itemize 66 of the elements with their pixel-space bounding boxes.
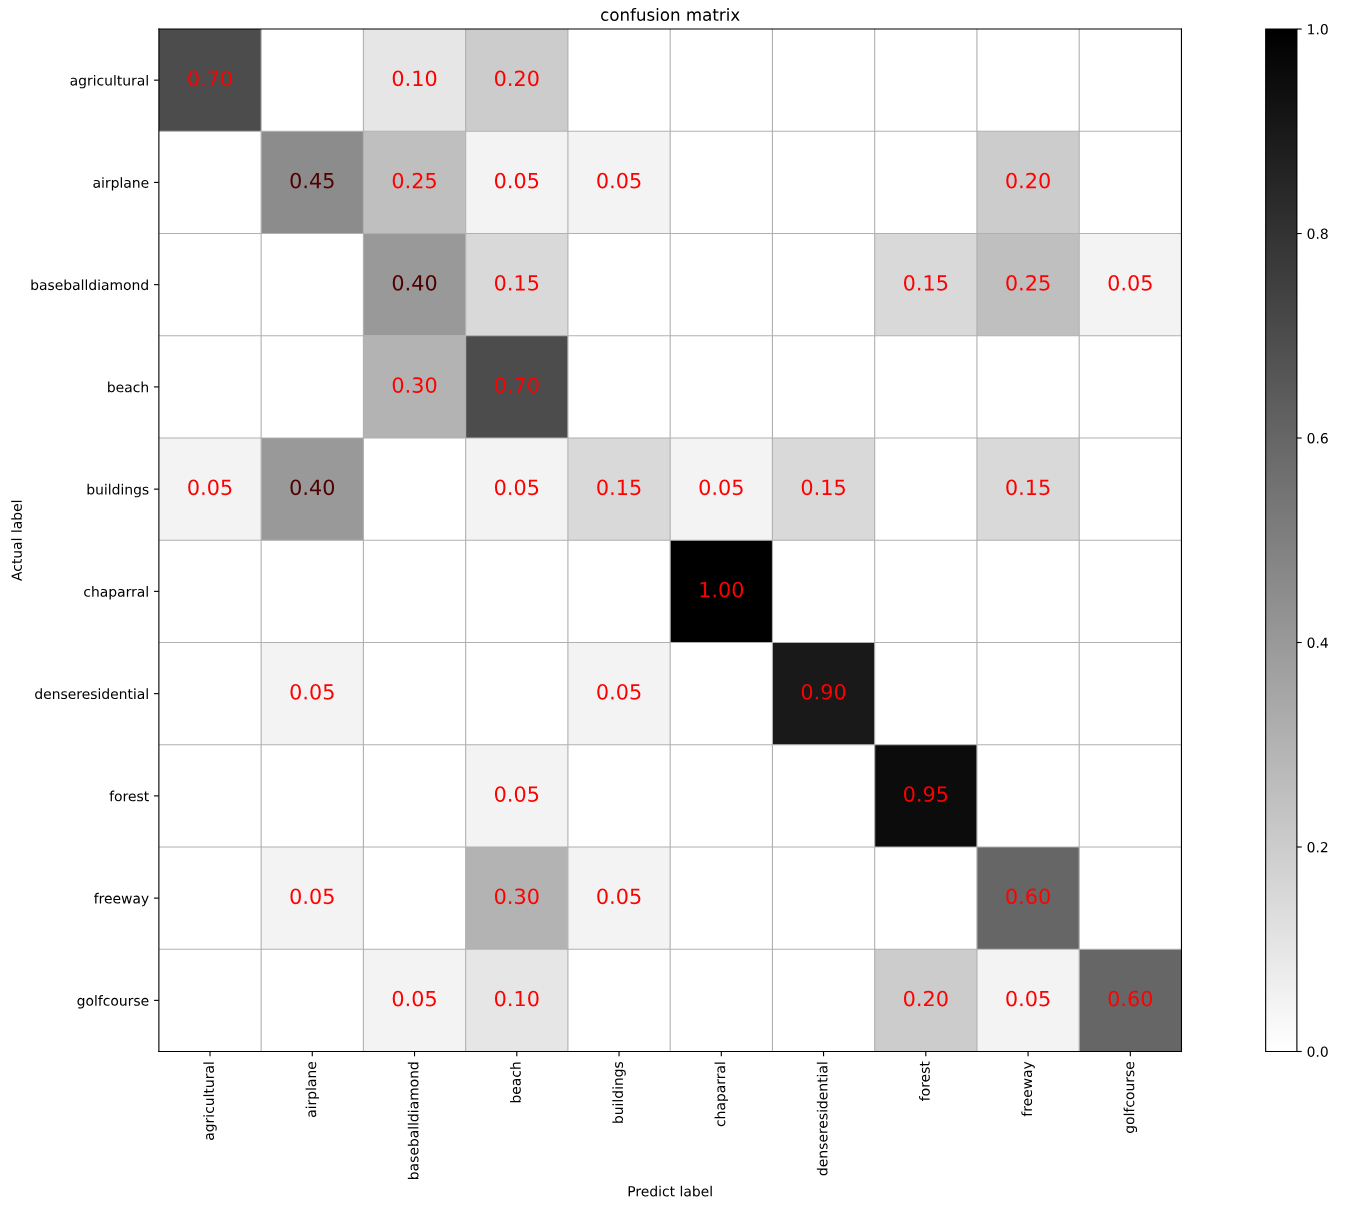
x-tick-label: buildings (612, 1061, 626, 1123)
color-bar-label: 0.2 (1307, 841, 1328, 853)
data-label: 0.95 (904, 786, 948, 802)
data-label: 0.60 (1108, 990, 1153, 1007)
data-label: 0.60 (1006, 888, 1050, 905)
x-tick-label: forest (919, 1061, 930, 1101)
data-label: 0.05 (290, 888, 334, 905)
x-axis-title: Predict label (628, 1185, 712, 1197)
data-label: 0.20 (1006, 172, 1050, 189)
chart-title: confusion matrix (601, 8, 740, 21)
y-tick-label: airplane (93, 177, 149, 191)
data-label: 0.05 (1108, 274, 1152, 291)
data-label: 0.15 (597, 479, 641, 496)
data-label: 0.05 (597, 888, 641, 905)
x-tick-label: baseballdiamond (407, 1062, 419, 1179)
data-label: 0.15 (494, 274, 539, 291)
color-bar-label: 1.0 (1308, 24, 1328, 35)
y-tick-label: agricultural (70, 74, 148, 89)
color-bar-label: 0.6 (1307, 432, 1328, 444)
x-tick-label: freeway (1021, 1061, 1035, 1117)
x-tick-label: chaparral (714, 1062, 729, 1127)
data-label: 0.05 (494, 172, 539, 189)
data-label: 0.05 (494, 479, 539, 496)
y-tick-label: denseresidential (35, 688, 148, 700)
data-label: 0.20 (904, 990, 948, 1007)
data-label: 0.90 (801, 683, 846, 700)
x-tick-label: agricultural (203, 1062, 217, 1140)
data-label: 0.70 (494, 377, 539, 393)
data-label: 0.70 (188, 70, 232, 87)
x-tick-label: airplane (305, 1061, 319, 1117)
data-label: 0.20 (494, 70, 539, 87)
y-tick-label: buildings (87, 483, 149, 498)
data-label: 0.05 (392, 990, 436, 1007)
data-label: 0.05 (699, 479, 743, 496)
data-label: 0.15 (904, 274, 948, 291)
color-bar-label: 0.8 (1307, 228, 1328, 239)
data-label: 1.00 (700, 581, 744, 598)
data-label: 0.05 (1006, 990, 1050, 1007)
color-bar-label: 0.0 (1307, 1046, 1328, 1057)
data-label: 0.25 (1006, 274, 1050, 291)
data-label: 0.05 (494, 786, 539, 802)
data-label: 0.30 (392, 377, 437, 393)
data-label: 0.10 (392, 70, 437, 87)
y-tick-label: forest (109, 790, 149, 802)
data-label: 0.15 (1006, 479, 1050, 496)
data-label: 0.05 (597, 683, 641, 700)
x-tick-label: beach (510, 1062, 521, 1103)
x-tick-label: golfcourse (1123, 1061, 1138, 1133)
data-label: 0.30 (494, 888, 539, 905)
y-axis-title: Actual label (11, 500, 22, 581)
data-label: 0.10 (494, 990, 539, 1007)
color-bar-label: 0.4 (1307, 637, 1328, 648)
data-label: 0.15 (801, 479, 845, 496)
data-label: 0.05 (188, 479, 232, 496)
y-tick-label: golfcourse (77, 995, 149, 1009)
y-tick-label: chaparral (84, 586, 148, 600)
data-label: 0.45 (290, 172, 334, 189)
y-tick-label: freeway (94, 892, 149, 907)
x-tick-label: denseresidential (816, 1062, 828, 1176)
data-label: 0.40 (290, 479, 335, 496)
data-label: 0.05 (290, 683, 334, 700)
y-tick-label: beach (108, 381, 148, 393)
data-label: 0.25 (392, 172, 436, 189)
data-label: 0.40 (392, 274, 437, 291)
data-label: 0.05 (597, 172, 641, 189)
y-tick-label: baseballdiamond (31, 279, 148, 291)
